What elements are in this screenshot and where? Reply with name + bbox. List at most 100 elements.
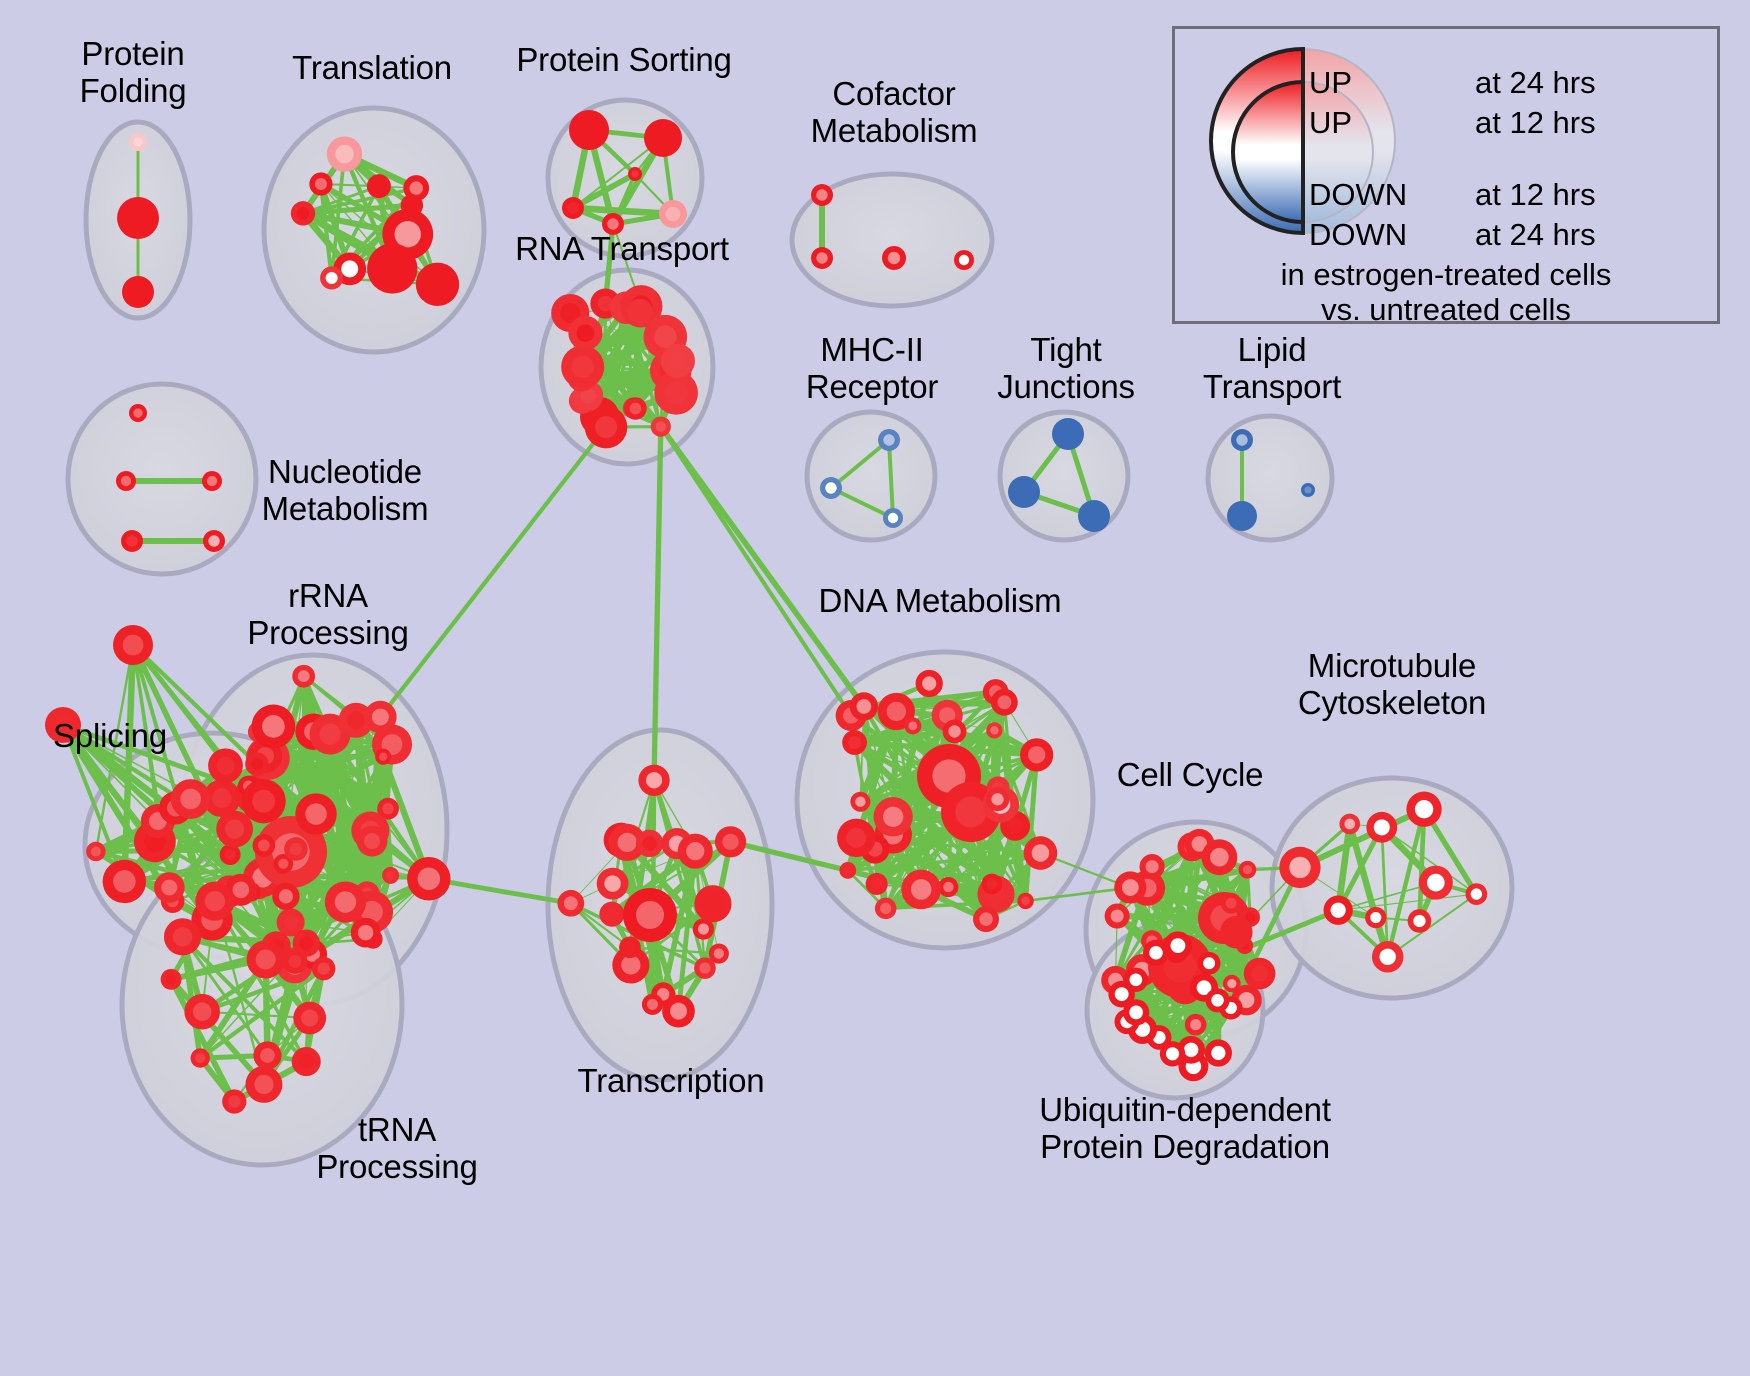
network-node[interactable] (1227, 501, 1257, 531)
network-node[interactable] (608, 823, 646, 861)
network-node[interactable] (382, 866, 400, 884)
network-node[interactable] (873, 797, 913, 837)
network-node[interactable] (350, 917, 381, 948)
network-node[interactable] (820, 477, 842, 499)
network-node[interactable] (660, 343, 696, 379)
network-node[interactable] (692, 918, 715, 940)
network-node[interactable] (246, 940, 285, 979)
network-node[interactable] (295, 793, 337, 835)
network-node[interactable] (638, 764, 670, 796)
network-node[interactable] (245, 1066, 283, 1103)
network-node[interactable] (290, 201, 316, 226)
network-node[interactable] (1023, 836, 1058, 870)
network-node[interactable] (811, 247, 833, 269)
network-node[interactable] (1020, 738, 1054, 772)
network-node[interactable] (562, 197, 584, 219)
network-node[interactable] (901, 869, 942, 910)
network-node[interactable] (293, 1001, 327, 1035)
network-node[interactable] (121, 530, 143, 552)
network-node[interactable] (1366, 811, 1398, 843)
network-node[interactable] (694, 885, 732, 923)
network-node[interactable] (400, 194, 424, 217)
network-node[interactable] (367, 243, 418, 294)
network-node[interactable] (1078, 500, 1110, 532)
network-node[interactable] (714, 826, 747, 858)
network-node[interactable] (627, 298, 653, 325)
network-node[interactable] (311, 956, 336, 981)
network-node[interactable] (865, 872, 888, 896)
network-node[interactable] (981, 873, 1003, 895)
network-node[interactable] (117, 197, 159, 239)
network-node[interactable] (1139, 854, 1165, 880)
network-node[interactable] (628, 167, 642, 181)
network-node[interactable] (990, 688, 1018, 716)
network-node[interactable] (1407, 909, 1432, 933)
network-node[interactable] (842, 730, 867, 755)
network-node[interactable] (222, 1089, 247, 1114)
network-node[interactable] (1231, 429, 1253, 451)
network-node[interactable] (1163, 931, 1193, 960)
network-node[interactable] (599, 901, 625, 927)
network-node[interactable] (276, 908, 305, 937)
network-node[interactable] (1122, 999, 1150, 1026)
network-node[interactable] (619, 936, 641, 959)
network-node[interactable] (122, 276, 154, 308)
network-node[interactable] (557, 889, 585, 917)
network-node[interactable] (356, 825, 388, 857)
network-node[interactable] (45, 707, 81, 743)
network-node[interactable] (1238, 860, 1257, 879)
network-node[interactable] (1323, 895, 1353, 925)
network-node[interactable] (973, 906, 999, 933)
network-node[interactable] (694, 957, 716, 979)
network-node[interactable] (677, 833, 713, 869)
network-node[interactable] (208, 748, 243, 784)
network-node[interactable] (102, 859, 147, 904)
network-node[interactable] (292, 664, 316, 688)
network-node[interactable] (662, 994, 695, 1028)
network-node[interactable] (1222, 974, 1241, 993)
network-node[interactable] (602, 213, 624, 235)
network-node[interactable] (1142, 939, 1169, 966)
network-node[interactable] (561, 345, 605, 389)
network-node[interactable] (1243, 957, 1276, 990)
network-node[interactable] (202, 779, 241, 818)
network-node[interactable] (1204, 1039, 1232, 1067)
network-node[interactable] (1114, 871, 1147, 904)
network-node[interactable] (1279, 846, 1321, 889)
network-node[interactable] (195, 881, 235, 921)
network-node[interactable] (1371, 941, 1404, 973)
network-node[interactable] (320, 266, 344, 290)
network-node[interactable] (654, 370, 698, 415)
network-node[interactable] (569, 110, 609, 150)
network-node[interactable] (1017, 892, 1034, 910)
network-node[interactable] (324, 881, 367, 923)
network-node[interactable] (1365, 906, 1387, 929)
network-node[interactable] (878, 429, 900, 451)
network-node[interactable] (1104, 903, 1130, 929)
network-node[interactable] (708, 943, 729, 964)
network-node[interactable] (942, 719, 967, 744)
network-node[interactable] (253, 1041, 282, 1070)
network-node[interactable] (623, 888, 677, 942)
network-node[interactable] (160, 968, 182, 990)
network-node[interactable] (129, 133, 147, 151)
network-node[interactable] (282, 949, 308, 974)
network-node[interactable] (375, 748, 392, 765)
network-node[interactable] (986, 722, 1003, 739)
network-node[interactable] (985, 787, 1010, 812)
network-node[interactable] (659, 200, 687, 228)
network-node[interactable] (377, 797, 399, 820)
network-node[interactable] (915, 669, 943, 698)
network-node[interactable] (612, 946, 650, 984)
network-node[interactable] (954, 250, 974, 270)
network-node[interactable] (252, 834, 276, 857)
network-node[interactable] (245, 752, 269, 776)
network-node[interactable] (86, 841, 106, 862)
network-node[interactable] (170, 779, 211, 819)
network-node[interactable] (584, 405, 628, 449)
network-node[interactable] (1201, 839, 1238, 876)
network-node[interactable] (366, 174, 391, 199)
network-node[interactable] (839, 862, 857, 879)
network-node[interactable] (163, 918, 202, 956)
network-node[interactable] (1205, 988, 1230, 1013)
